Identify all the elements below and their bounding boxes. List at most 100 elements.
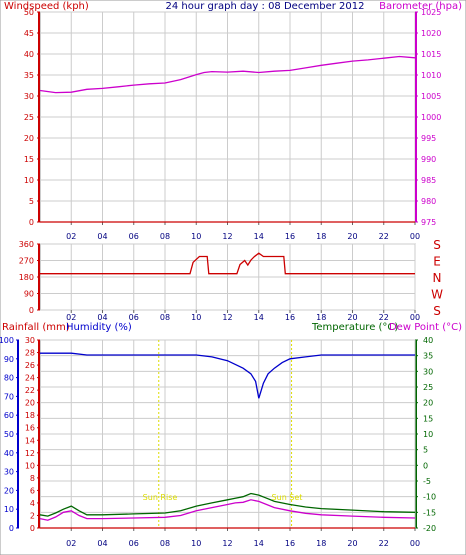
rainfall-tick-label: 2 <box>30 511 35 520</box>
rainfall-tick-label: 4 <box>30 499 35 508</box>
temperature-tick-label: -5 <box>423 477 431 486</box>
rainfall-tick-label: 30 <box>25 336 35 345</box>
barometer-series-line <box>39 55 416 94</box>
barometer-tick-label: 985 <box>421 176 436 185</box>
temperature-tick-label: 5 <box>423 446 428 455</box>
humidity-tick-label: 90 <box>4 355 14 364</box>
x-tick-label: 00 <box>410 313 420 322</box>
rainfall-tick-label: 16 <box>25 424 35 433</box>
direction-tick-label: 180 <box>19 273 34 282</box>
x-tick-label: 18 <box>316 539 326 548</box>
direction-tick-label: 360 <box>19 240 34 249</box>
x-tick-label: 12 <box>222 539 232 548</box>
x-tick-label: 06 <box>129 539 139 548</box>
x-tick-label: 22 <box>379 232 389 241</box>
temperature-tick-label: -20 <box>423 524 436 533</box>
chart-marks: 0510152025303540455097598098599099510001… <box>0 8 443 548</box>
barometer-tick-label: 980 <box>421 197 436 206</box>
x-tick-label: 00 <box>410 539 420 548</box>
humidity-series-line <box>40 352 415 399</box>
temperature-tick-label: 25 <box>423 383 433 392</box>
rainfall-tick-label: 24 <box>25 374 35 383</box>
x-tick-label: 04 <box>97 539 107 548</box>
rainfall-tick-label: 18 <box>25 411 35 420</box>
rainfall-tick-label: 20 <box>25 399 35 408</box>
temperature-tick-label: 10 <box>423 430 433 439</box>
temperature-tick-label: 0 <box>423 461 428 470</box>
humidity-tick-label: 10 <box>4 505 14 514</box>
barometer-tick-label: 1000 <box>421 113 441 122</box>
x-tick-label: 02 <box>66 232 76 241</box>
barometer-tick-label: 1005 <box>421 92 441 101</box>
barometer-axis-title: Barometer (hpa) <box>379 1 462 12</box>
x-tick-label: 10 <box>191 539 201 548</box>
barometer-tick-label: 1020 <box>421 29 441 38</box>
barometer-tick-label: 995 <box>421 134 436 143</box>
windspeed-tick-label: 15 <box>24 155 34 164</box>
x-tick-label: 10 <box>191 232 201 241</box>
x-tick-label: 16 <box>285 539 295 548</box>
dewpoint-axis-title: Dew Point (°C) <box>389 322 462 333</box>
barometer-tick-label: 1015 <box>421 50 441 59</box>
x-tick-label: 14 <box>254 539 264 548</box>
windspeed-axis-title: Windspeed (kph) <box>4 1 89 12</box>
dewpoint-series-line <box>39 499 416 521</box>
x-tick-label: 20 <box>347 313 357 322</box>
sun-set-label: Sun Set <box>272 493 303 502</box>
x-tick-label: 12 <box>222 232 232 241</box>
rainfall-tick-label: 28 <box>25 349 35 358</box>
humidity-tick-label: 20 <box>4 486 14 495</box>
barometer-tick-label: 990 <box>421 155 436 164</box>
compass-label: W <box>431 288 443 302</box>
x-tick-label: 06 <box>129 232 139 241</box>
x-tick-label: 08 <box>160 232 170 241</box>
x-tick-label: 18 <box>316 313 326 322</box>
compass-label: S <box>433 238 441 252</box>
x-tick-label: 22 <box>379 313 389 322</box>
temperature-tick-label: 15 <box>423 414 433 423</box>
direction-tick-label: 0 <box>29 306 34 315</box>
x-tick-label: 20 <box>347 232 357 241</box>
barometer-tick-label: 1010 <box>421 71 441 80</box>
direction-tick-label: 270 <box>19 257 34 266</box>
windspeed-tick-label: 35 <box>24 71 34 80</box>
compass-label: N <box>433 271 442 285</box>
windspeed-tick-label: 10 <box>24 176 34 185</box>
rainfall-tick-label: 8 <box>30 474 35 483</box>
temperature-series-line <box>39 492 416 517</box>
rainfall-tick-label: 10 <box>25 461 35 470</box>
rainfall-tick-label: 22 <box>25 386 35 395</box>
x-tick-label: 04 <box>97 313 107 322</box>
x-tick-label: 04 <box>97 232 107 241</box>
chart-title: 24 hour graph day : 08 December 2012 <box>166 1 365 12</box>
x-tick-label: 18 <box>316 232 326 241</box>
rainfall-tick-label: 14 <box>25 436 35 445</box>
compass-label: E <box>433 255 441 269</box>
direction-tick-label: 90 <box>24 290 34 299</box>
humidity-tick-label: 60 <box>4 411 14 420</box>
windspeed-tick-label: 20 <box>24 134 34 143</box>
temperature-tick-label: 40 <box>423 336 433 345</box>
temperature-tick-label: 20 <box>423 399 433 408</box>
humidity-axis-title: Humidity (%) <box>66 322 132 333</box>
windspeed-tick-label: 0 <box>29 218 34 227</box>
humidity-tick-label: 0 <box>9 524 14 533</box>
rainfall-tick-label: 26 <box>25 361 35 370</box>
x-tick-label: 22 <box>379 539 389 548</box>
rainfall-tick-label: 0 <box>30 524 35 533</box>
wind-direction-series-line <box>40 252 415 275</box>
humidity-tick-label: 70 <box>4 392 14 401</box>
temperature-axis-title: Temperature (°C) <box>311 322 398 333</box>
temperature-tick-label: 35 <box>423 352 433 361</box>
rainfall-axis-title: Rainfall (mm) <box>2 322 70 333</box>
windspeed-tick-label: 30 <box>24 92 34 101</box>
humidity-tick-label: 30 <box>4 468 14 477</box>
humidity-tick-label: 80 <box>4 374 14 383</box>
windspeed-tick-label: 40 <box>24 50 34 59</box>
x-tick-label: 08 <box>160 539 170 548</box>
sun-rise-label: Sun Rise <box>143 493 178 502</box>
x-tick-label: 12 <box>222 313 232 322</box>
barometer-tick-label: 975 <box>421 218 436 227</box>
